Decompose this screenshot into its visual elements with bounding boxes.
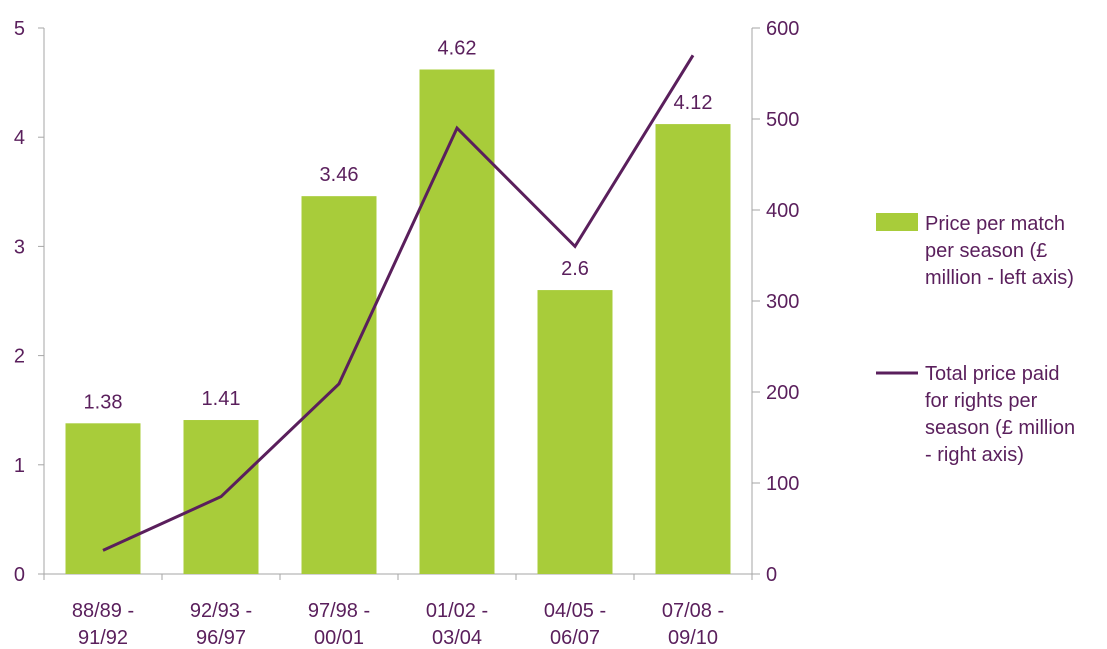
- legend-label-line: season (£ million: [925, 417, 1075, 439]
- legend-label-line: Total price paid: [925, 363, 1060, 385]
- category-label-line: 03/04: [432, 627, 482, 649]
- data-label: 3.46: [320, 164, 359, 186]
- category-label-line: 04/05 -: [544, 600, 606, 622]
- data-label: 1.41: [202, 388, 241, 410]
- category-label-line: 97/98 -: [308, 600, 370, 622]
- category-label-line: 00/01: [314, 627, 364, 649]
- data-label: 4.12: [674, 92, 713, 114]
- category-label-line: 92/93 -: [190, 600, 252, 622]
- category-label: 97/98 - 00/01: [308, 600, 370, 649]
- chart-axes: 0 1 2 3 4 5 0 100 200 300 400 500 600 88/89 - 91/92 92/…: [14, 18, 800, 649]
- legend-label-line: per season (£: [925, 240, 1047, 262]
- left-tick-label: 2: [14, 346, 25, 368]
- line-series: [102, 54, 695, 552]
- legend-label-line: Total price paid for rights per season (£ …: [925, 363, 1075, 466]
- bar: [419, 69, 495, 574]
- category-label-line: 09/10: [668, 627, 718, 649]
- category-label-line: 96/97: [196, 627, 246, 649]
- left-tick-label: 3: [14, 236, 25, 258]
- category-label: 07/08 - 09/10: [662, 600, 724, 649]
- data-label: 4.62: [438, 37, 477, 59]
- right-tick-label: 200: [766, 382, 799, 404]
- right-tick-label: 300: [766, 291, 799, 313]
- category-label-line: 06/07: [550, 627, 600, 649]
- right-tick-label: 400: [766, 200, 799, 222]
- right-tick-label: 0: [766, 564, 777, 586]
- legend-label-line: million - left axis): [925, 267, 1074, 289]
- left-tick-label: 4: [14, 127, 25, 149]
- bar: [655, 124, 731, 574]
- bar-series: [65, 69, 731, 574]
- legend-label-line: Price per match: [925, 213, 1065, 235]
- line-path: [102, 54, 695, 552]
- legend-label-line: for rights per: [925, 390, 1038, 412]
- legend-label-bar: Price per match per season (£ million - le…: [925, 213, 1074, 289]
- category-label: 92/93 - 96/97: [190, 600, 252, 649]
- data-label: 2.6: [561, 258, 589, 280]
- legend: Price per match per season (£ million - le…: [876, 213, 1075, 466]
- right-tick-label: 600: [766, 18, 799, 40]
- category-label-line: 07/08 -: [662, 600, 724, 622]
- legend-swatch-bar: [876, 213, 918, 231]
- category-label: 04/05 - 06/07: [544, 600, 606, 649]
- right-tick-label: 100: [766, 473, 799, 495]
- category-label-line: 88/89 -: [72, 600, 134, 622]
- category-label-line: 01/02 -: [426, 600, 488, 622]
- left-tick-label: 5: [14, 18, 25, 40]
- category-label: 88/89 - 91/92: [72, 600, 134, 649]
- bar: [65, 423, 141, 574]
- category-label-line: 91/92: [78, 627, 128, 649]
- bar: [537, 290, 613, 574]
- data-label: 1.38: [84, 391, 123, 413]
- legend-label-line: - right axis): [925, 444, 1024, 466]
- category-label: 01/02 - 03/04: [426, 600, 488, 649]
- left-tick-label: 0: [14, 564, 25, 586]
- data-labels: 1.38 1.41 3.46 4.62 2.6 4.12: [84, 37, 713, 413]
- right-tick-label: 500: [766, 109, 799, 131]
- left-tick-label: 1: [14, 455, 25, 477]
